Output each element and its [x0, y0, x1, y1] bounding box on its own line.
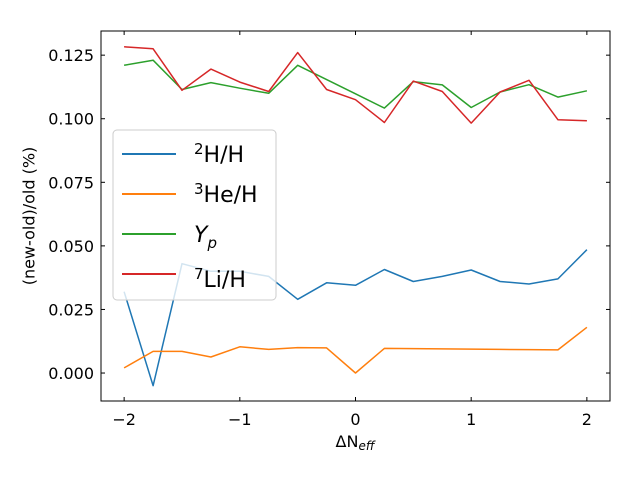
x-tick-label: 0 — [350, 410, 360, 429]
series-line-2 — [123, 59, 588, 109]
y-tick-label: 0.025 — [48, 300, 94, 319]
ticks-layer: −2 −1 0 1 2 0.000 0.025 0.050 0.075 0.100 0.125 — [48, 31, 610, 429]
x-tick-label: −1 — [228, 410, 252, 429]
series-line-1 — [123, 326, 588, 374]
x-tick-label: −2 — [112, 410, 136, 429]
series-line-3 — [124, 46, 587, 124]
y-axis-label: (new-old)/old (%) — [20, 147, 39, 286]
legend-label-3he: 3He/H — [194, 180, 258, 208]
y-tick-label: 0.000 — [48, 364, 94, 383]
legend-label-yp: Yp — [194, 223, 217, 252]
x-axis-label-main: ΔN — [336, 432, 359, 451]
y-tick-label: 0.125 — [48, 46, 94, 65]
series-layer — [123, 46, 588, 387]
x-tick-label: 1 — [466, 410, 476, 429]
legend-label-2h: 2H/H — [194, 140, 244, 168]
legend-box — [112, 129, 277, 301]
y-tick-label: 0.075 — [48, 173, 94, 192]
x-axis-label: ΔNeff — [336, 432, 376, 453]
x-axis-label-sub: eff — [358, 439, 375, 453]
legend-label-7li: 7Li/H — [194, 265, 246, 293]
x-tick-label: 2 — [582, 410, 592, 429]
legend: 2H/H 3He/H Yp 7Li/H — [112, 129, 277, 301]
y-tick-label: 0.050 — [48, 237, 94, 256]
y-tick-label: 0.100 — [48, 110, 94, 129]
